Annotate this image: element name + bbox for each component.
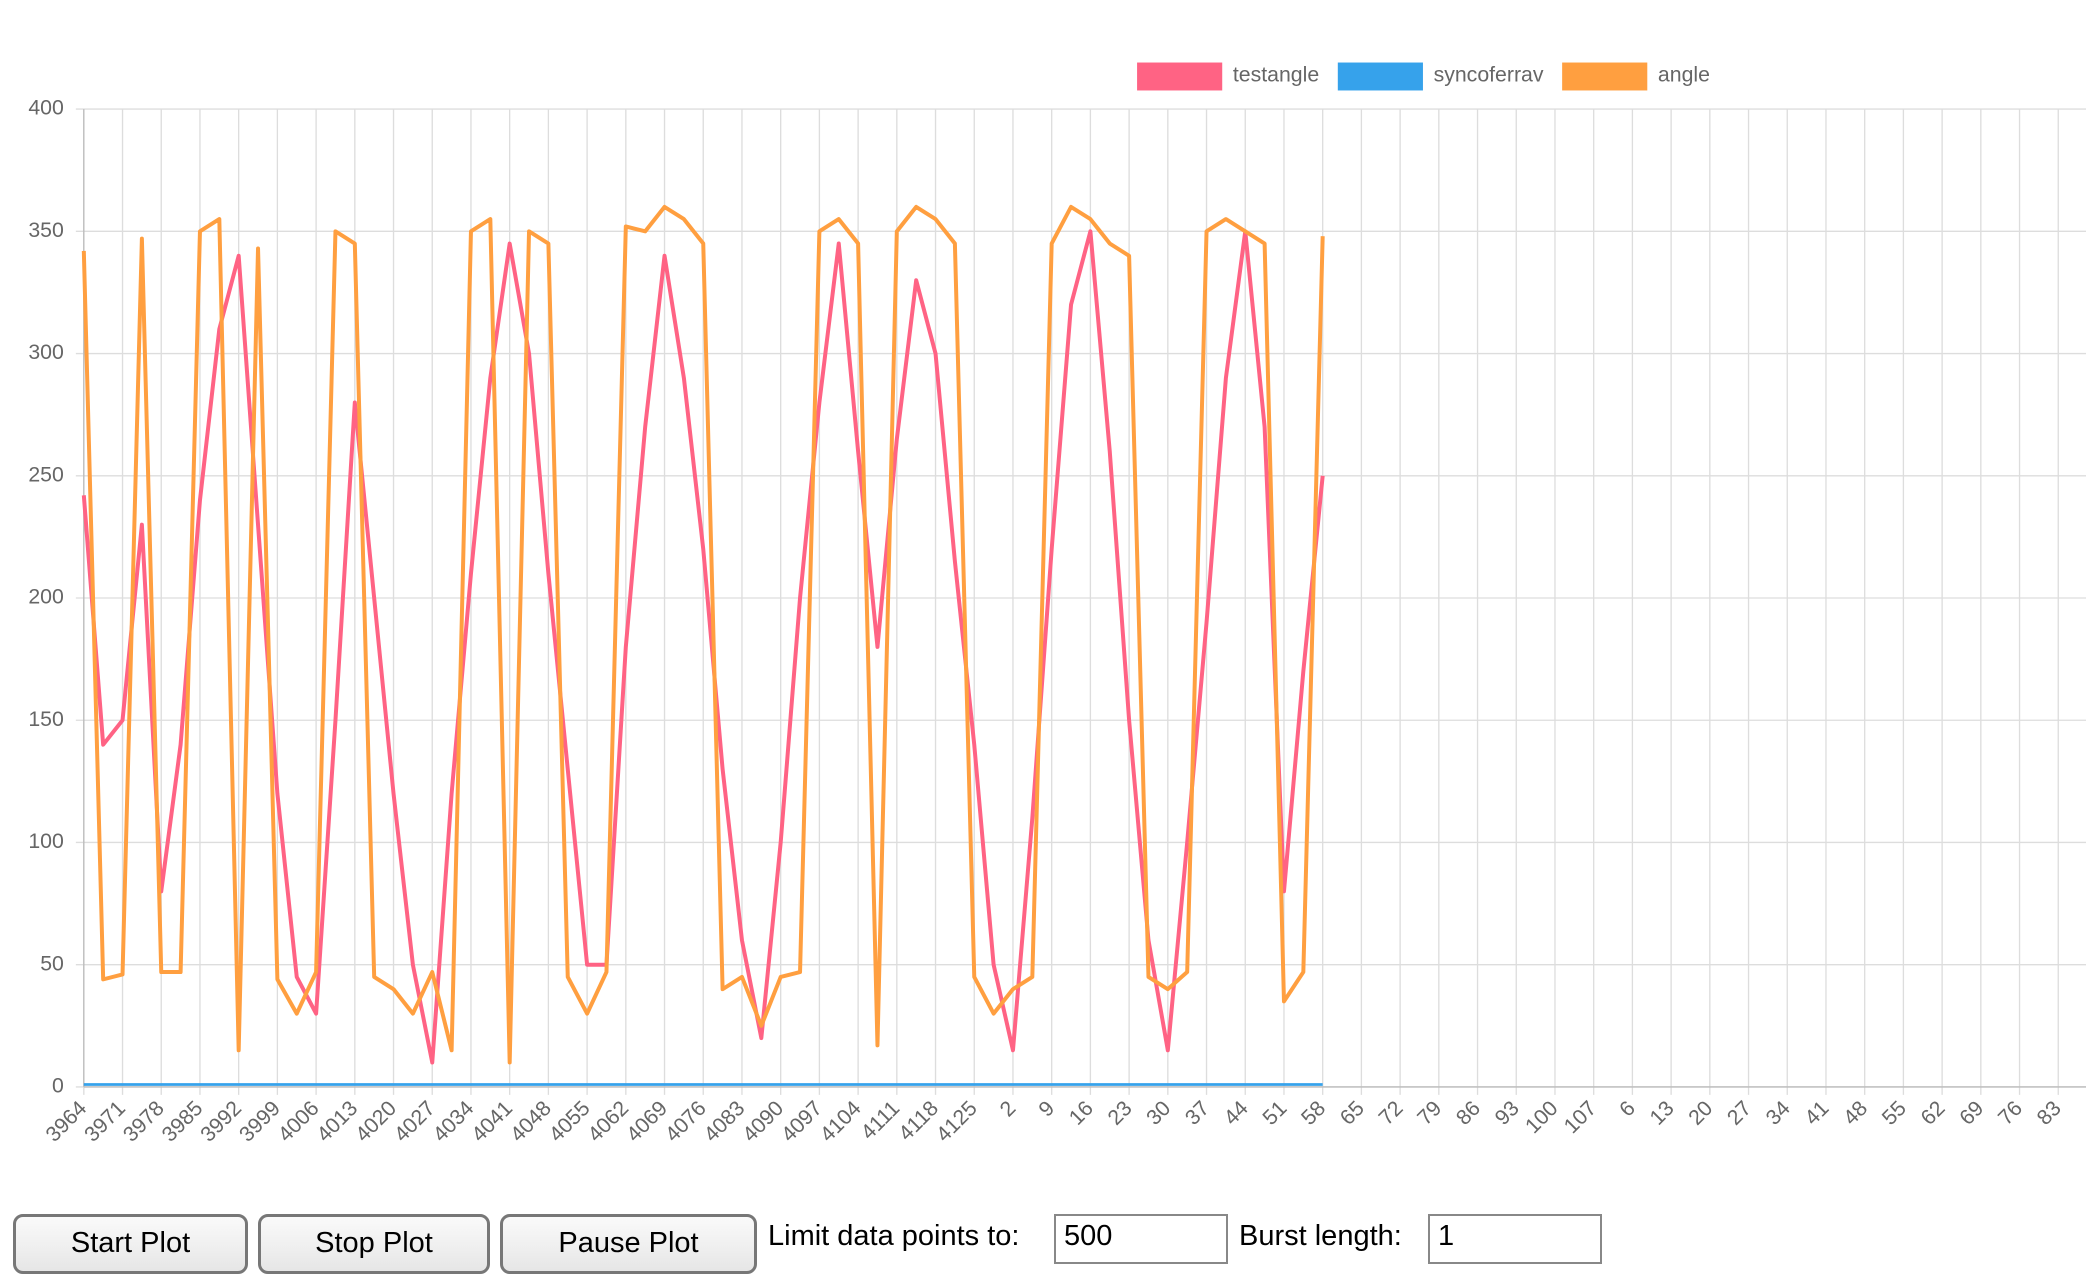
burst-label: Burst length: — [1239, 1220, 1402, 1252]
legend-label: angle — [1658, 62, 1710, 86]
chart-area: 0 50 100 150 200 250 300 350 400 3964397139783985… — [28, 62, 2086, 1147]
x-tick-label: 4041 — [467, 1096, 517, 1146]
x-tick-label: 44 — [1219, 1096, 1253, 1130]
x-tick-label: 62 — [1916, 1096, 1950, 1130]
legend-swatch — [1137, 62, 1223, 91]
y-tick-label: 300 — [28, 340, 63, 364]
x-tick-label: 9 — [1034, 1096, 1059, 1121]
x-tick-label: 30 — [1142, 1096, 1176, 1130]
stop-button[interactable]: Stop Plot — [258, 1214, 490, 1274]
x-tick-label: 34 — [1761, 1096, 1795, 1130]
x-tick-label: 13 — [1645, 1096, 1679, 1130]
x-tick-label: 4076 — [660, 1096, 710, 1146]
y-tick-label: 400 — [28, 96, 63, 120]
x-tick-label: 3978 — [118, 1096, 168, 1146]
x-tick-label: 4062 — [583, 1096, 633, 1146]
y-tick-label: 250 — [28, 462, 63, 486]
x-tick-label: 4027 — [389, 1096, 439, 1146]
x-tick-label: 4097 — [776, 1096, 826, 1146]
burst-input[interactable]: 1 — [1428, 1214, 1602, 1264]
x-tick-label: 4090 — [738, 1096, 788, 1146]
x-tick-label: 69 — [1955, 1096, 1989, 1130]
x-tick-label: 4034 — [428, 1096, 479, 1147]
series-line — [81, 229, 1325, 1065]
x-tick-label: 3999 — [234, 1096, 284, 1146]
x-tick-label: 3992 — [196, 1096, 246, 1146]
x-tick-label: 86 — [1451, 1096, 1485, 1130]
x-tick-label: 76 — [1993, 1096, 2027, 1130]
y-tick-label: 100 — [28, 829, 63, 853]
page: 0 50 100 150 200 250 300 350 400 3964 3971 3978 3985… — [13, 62, 2086, 1274]
x-tick-label: 65 — [1335, 1096, 1369, 1130]
y-tick-label: 150 — [28, 707, 63, 731]
x-tick-label: 3964 — [41, 1096, 92, 1147]
x-tick-label: 93 — [1490, 1096, 1524, 1130]
x-tick-label: 4069 — [622, 1096, 672, 1146]
x-tick-label: 4006 — [273, 1096, 323, 1146]
x-tick-label: 4083 — [699, 1096, 749, 1146]
x-tick-label: 27 — [1722, 1096, 1756, 1130]
x-tick-label: 4013 — [312, 1096, 362, 1146]
x-tick-label: 4118 — [894, 1096, 943, 1145]
x-tick-label: 79 — [1413, 1096, 1447, 1130]
x-tick-label: 37 — [1180, 1096, 1214, 1130]
legend-swatch — [1337, 62, 1423, 91]
x-tick-label: 2 — [995, 1096, 1020, 1121]
x-tick-label: 4055 — [544, 1096, 594, 1146]
y-tick-label: 200 — [28, 585, 63, 609]
y-tick-label: 350 — [28, 218, 63, 242]
x-tick-label: 4020 — [351, 1096, 401, 1146]
legend-label: syncoferrav — [1434, 62, 1544, 86]
x-tick-label: 4048 — [505, 1096, 555, 1146]
x-tick-label: 83 — [2032, 1096, 2066, 1130]
x-tick-label: 16 — [1064, 1096, 1098, 1130]
x-tick-label: 3985 — [157, 1096, 207, 1146]
chart: 0 50 100 150 200 250 300 350 400 3964397139783985… — [28, 62, 2086, 1147]
x-tick-label: 4111 — [856, 1096, 904, 1144]
x-tick-label: 72 — [1374, 1096, 1408, 1130]
limit-label: Limit data points to: — [768, 1220, 1020, 1252]
x-tick-label: 23 — [1103, 1096, 1137, 1130]
start-button[interactable]: Start Plot — [13, 1214, 248, 1274]
x-tick-label: 100 — [1520, 1096, 1562, 1138]
x-tick-label: 41 — [1800, 1096, 1834, 1130]
x-tick-label: 58 — [1296, 1096, 1330, 1130]
x-tick-label: 6 — [1615, 1096, 1640, 1121]
legend-label: testangle — [1233, 62, 1319, 86]
y-tick-label: 0 — [52, 1074, 64, 1098]
x-tick-label: 107 — [1559, 1096, 1601, 1138]
x-tick-label: 20 — [1684, 1096, 1718, 1130]
x-tick-label: 3971 — [80, 1096, 130, 1146]
y-tick-label: 50 — [40, 951, 64, 975]
limit-input[interactable]: 500 — [1054, 1214, 1228, 1264]
x-tick-label: 51 — [1258, 1096, 1292, 1130]
x-tick-label: 55 — [1877, 1096, 1911, 1130]
x-tick-label: 48 — [1839, 1096, 1873, 1130]
legend-swatch — [1562, 62, 1648, 91]
series-line — [81, 204, 1325, 1065]
pause-button[interactable]: Pause Plot — [500, 1214, 757, 1274]
x-tick-label: 4125 — [931, 1096, 981, 1146]
x-tick-label: 4104 — [815, 1096, 866, 1147]
